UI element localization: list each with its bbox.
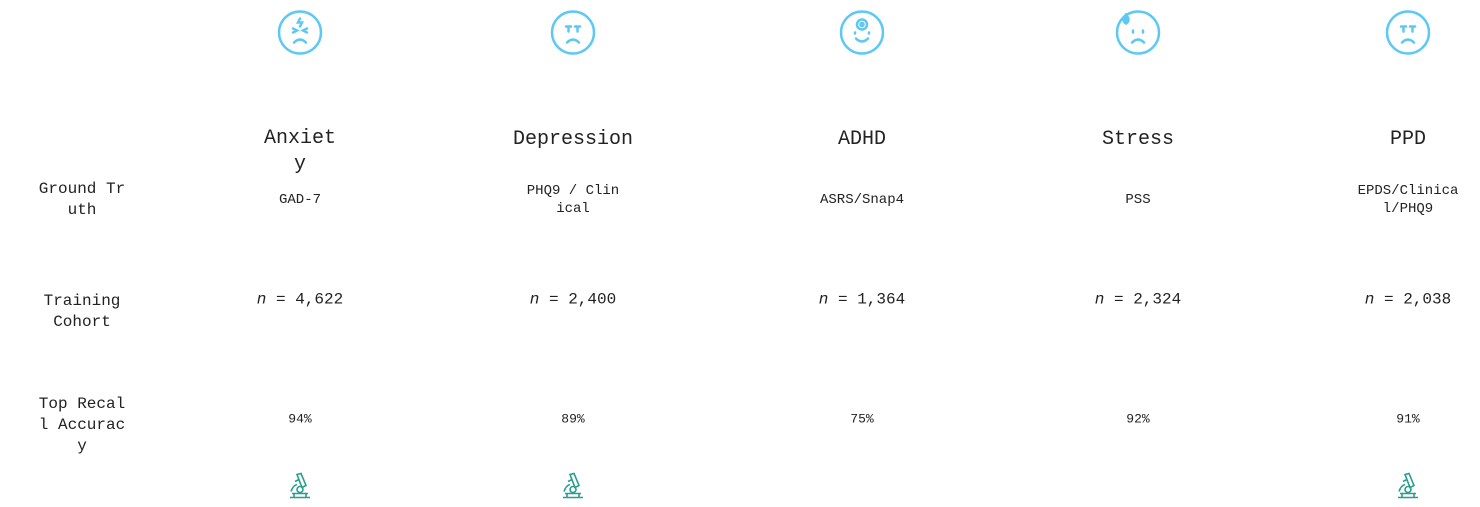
variable: n [256, 290, 267, 309]
microscope-icon [1395, 472, 1421, 505]
cohort-size: n = 2,324 [1053, 290, 1223, 311]
count: = 2,038 [1374, 290, 1452, 309]
ground-truth: GAD-7 [278, 191, 321, 208]
ground-truth: ASRS/Snap4 [819, 191, 904, 208]
accuracy: 75% [850, 411, 874, 427]
condition-icon [275, 8, 325, 63]
variable: n [1364, 290, 1375, 309]
variable: n [529, 290, 540, 309]
condition-icon [1383, 8, 1433, 63]
column-header: Anxiety [263, 127, 336, 176]
cohort-size: n = 2,038 [1323, 290, 1480, 311]
accuracy: 91% [1396, 411, 1420, 427]
column-header: ADHD [837, 128, 886, 151]
condition-icon [837, 8, 887, 63]
row-label: Ground Truth [38, 180, 126, 219]
accuracy: 92% [1126, 411, 1150, 427]
ground-truth: PHQ9 / Clinical [526, 182, 620, 217]
cohort-size: n = 4,622 [215, 290, 385, 311]
row-label: Top Recall Accuracy [38, 394, 126, 455]
microscope-icon [560, 472, 586, 505]
accuracy: 89% [561, 411, 585, 427]
count: = 1,364 [828, 290, 906, 309]
condition-icon [548, 8, 598, 63]
accuracy: 94% [288, 411, 312, 427]
variable: n [1094, 290, 1105, 309]
condition-icon [1113, 8, 1163, 63]
count: = 2,400 [539, 290, 617, 309]
cohort-size: n = 1,364 [777, 290, 947, 311]
ground-truth: PSS [1125, 191, 1151, 208]
row-label: Training Cohort [43, 292, 121, 331]
column-header: Depression [512, 128, 634, 151]
cohort-size: n = 2,400 [488, 290, 658, 311]
count: = 2,324 [1104, 290, 1182, 309]
variable: n [818, 290, 829, 309]
ground-truth: EPDS/Clinical/PHQ9 [1357, 182, 1459, 217]
column-header: Stress [1101, 128, 1174, 151]
microscope-icon [287, 472, 313, 505]
column-header: PPD [1389, 128, 1426, 151]
count: = 4,622 [266, 290, 344, 309]
